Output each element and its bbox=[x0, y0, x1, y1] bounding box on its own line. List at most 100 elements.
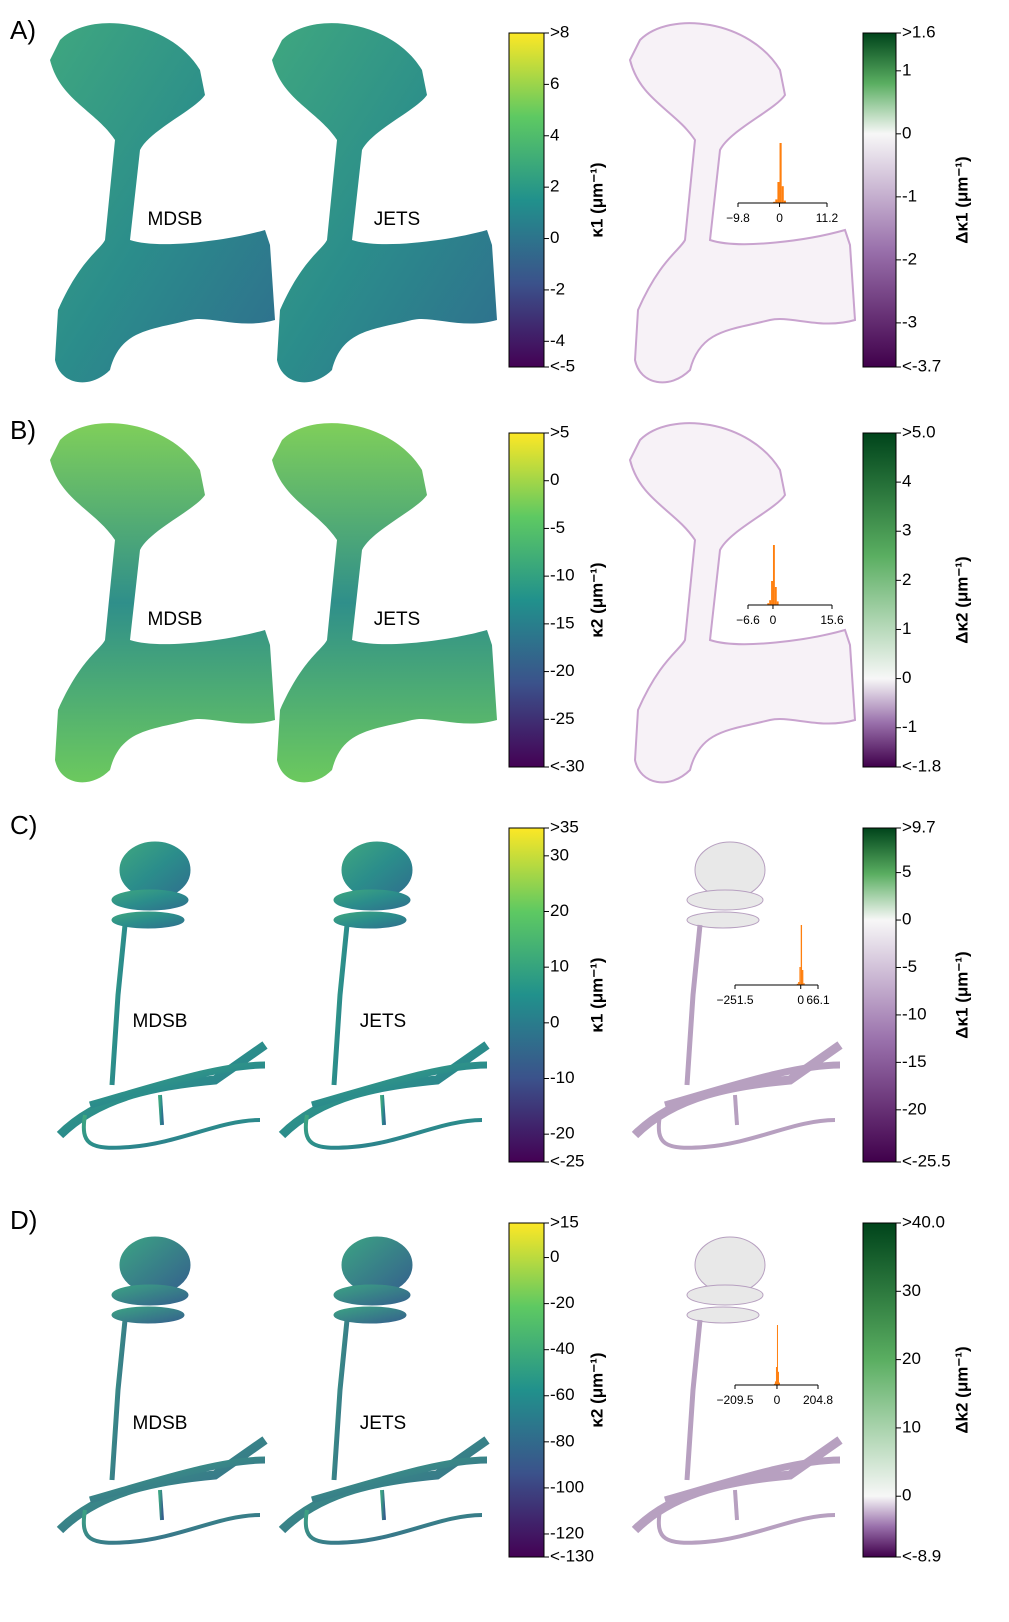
histogram-bar bbox=[771, 581, 773, 605]
image-label: JETS bbox=[360, 1413, 406, 1434]
difference-image bbox=[635, 1237, 840, 1543]
colorbar-tick-label: 1 bbox=[902, 619, 911, 638]
panel-label: D) bbox=[10, 1205, 37, 1235]
colorbar-tick-label: <-1.8 bbox=[902, 756, 941, 775]
histogram-bar bbox=[776, 1325, 778, 1385]
surface-image bbox=[272, 423, 497, 783]
histogram-tick-label: 204.8 bbox=[803, 1393, 833, 1407]
histogram-tick-label: 66.1 bbox=[806, 993, 830, 1007]
histogram-bar bbox=[775, 1367, 777, 1385]
colorbar-tick-label: 0 bbox=[550, 1247, 559, 1266]
histogram-tick-label: 11.2 bbox=[816, 211, 839, 225]
surface-image bbox=[60, 1237, 265, 1543]
histogram-bar bbox=[769, 600, 772, 605]
colorbar bbox=[508, 827, 545, 1163]
colorbar-tick-label: -10 bbox=[902, 1004, 927, 1023]
colorbar-tick-label: <-3.7 bbox=[902, 356, 941, 375]
colorbar-label: Δk2 (μm⁻¹) bbox=[952, 1346, 971, 1433]
colorbar-tick-label: -10 bbox=[550, 1068, 575, 1087]
histogram-bar bbox=[800, 925, 803, 985]
image-label: JETS bbox=[374, 209, 420, 230]
colorbar-label: Δκ1 (μm⁻¹) bbox=[952, 951, 971, 1038]
colorbar-tick-label: -25 bbox=[550, 709, 575, 728]
histogram-tick-label: 0 bbox=[797, 993, 804, 1007]
colorbar-tick-label: >5 bbox=[550, 422, 569, 441]
colorbar-tick-label: 20 bbox=[550, 901, 569, 920]
histogram-bar bbox=[775, 199, 778, 203]
colorbar-tick-label: -5 bbox=[550, 518, 565, 537]
colorbar-tick-label: 0 bbox=[902, 910, 911, 929]
colorbar-label: κ2 (μm⁻¹) bbox=[587, 1352, 606, 1427]
colorbar-tick-label: -10 bbox=[550, 566, 575, 585]
colorbar-tick-label: 2 bbox=[550, 177, 559, 196]
histogram-bar bbox=[803, 983, 805, 985]
panel-label: C) bbox=[10, 810, 37, 840]
image-label: MDSB bbox=[133, 1011, 188, 1032]
colorbar-tick-label: -60 bbox=[550, 1385, 575, 1404]
histogram-tick-label: −9.8 bbox=[726, 211, 750, 225]
colorbar-tick-label: -4 bbox=[550, 331, 565, 350]
histogram-bar bbox=[773, 201, 776, 203]
colorbar-label: Δκ2 (μm⁻¹) bbox=[952, 556, 971, 643]
colorbar-tick-label: >40.0 bbox=[902, 1212, 945, 1231]
colorbar-tick-label: -5 bbox=[902, 957, 917, 976]
histogram-bar bbox=[778, 1382, 780, 1385]
image-label: MDSB bbox=[148, 209, 203, 230]
histogram-tick-label: 0 bbox=[776, 211, 783, 225]
histogram-bar bbox=[796, 983, 799, 985]
histogram-bar bbox=[798, 982, 800, 985]
colorbar-tick-label: -120 bbox=[550, 1523, 584, 1542]
surface-image bbox=[50, 423, 275, 783]
colorbar-tick-label: <-5 bbox=[550, 356, 575, 375]
colorbar-label: κ1 (μm⁻¹) bbox=[587, 162, 606, 237]
colorbar-tick-label: -2 bbox=[902, 249, 917, 268]
colorbar-tick-label: 4 bbox=[902, 472, 911, 491]
colorbar-tick-label: 10 bbox=[550, 957, 569, 976]
colorbar-tick-label: 0 bbox=[902, 1486, 911, 1505]
colorbar-tick-label: 30 bbox=[902, 1281, 921, 1300]
colorbar-tick-label: >5.0 bbox=[902, 422, 936, 441]
difference-image bbox=[629, 422, 856, 784]
colorbar-tick-label: 3 bbox=[902, 521, 911, 540]
colorbar-tick-label: -15 bbox=[902, 1052, 927, 1071]
surface-image bbox=[282, 1237, 487, 1543]
colorbar bbox=[862, 432, 897, 768]
colorbar bbox=[862, 1222, 897, 1558]
histogram-tick-label: 0 bbox=[770, 613, 777, 627]
colorbar-tick-label: >8 bbox=[550, 22, 569, 41]
colorbar-tick-label: -80 bbox=[550, 1431, 575, 1450]
colorbar bbox=[862, 32, 897, 368]
colorbar-tick-label: 0 bbox=[550, 1012, 559, 1031]
colorbar-tick-label: <-25.5 bbox=[902, 1151, 951, 1170]
surface-image bbox=[272, 23, 497, 383]
colorbar-tick-label: 0 bbox=[902, 123, 911, 142]
histogram-bar bbox=[767, 603, 770, 605]
colorbar-tick-label: -1 bbox=[902, 717, 917, 736]
colorbar-tick-label: 4 bbox=[550, 125, 559, 144]
histogram-tick-label: 15.6 bbox=[820, 613, 844, 627]
histogram-bar bbox=[781, 186, 784, 203]
colorbar-tick-label: -1 bbox=[902, 186, 917, 205]
colorbar-tick-label: <-30 bbox=[550, 756, 585, 775]
colorbar bbox=[862, 827, 897, 1163]
colorbar-tick-label: -20 bbox=[550, 1124, 575, 1143]
histogram-bar bbox=[777, 1371, 779, 1385]
colorbar-tick-label: -15 bbox=[550, 613, 575, 632]
histogram-bar bbox=[802, 970, 804, 985]
histogram-bar bbox=[783, 200, 786, 203]
colorbar bbox=[508, 32, 545, 368]
colorbar-tick-label: 5 bbox=[902, 862, 911, 881]
colorbar bbox=[508, 1222, 545, 1558]
histogram-bar bbox=[777, 182, 780, 203]
histogram-bar bbox=[773, 1383, 775, 1385]
colorbar-tick-label: 1 bbox=[902, 60, 911, 79]
histogram-tick-label: 0 bbox=[774, 1393, 781, 1407]
colorbar-tick-label: 20 bbox=[902, 1349, 921, 1368]
image-label: MDSB bbox=[133, 1413, 188, 1434]
colorbar bbox=[508, 432, 545, 768]
colorbar-tick-label: 6 bbox=[550, 74, 559, 93]
colorbar-tick-label: <-130 bbox=[550, 1546, 594, 1565]
colorbar-tick-label: -20 bbox=[902, 1099, 927, 1118]
histogram-bar bbox=[772, 545, 775, 605]
